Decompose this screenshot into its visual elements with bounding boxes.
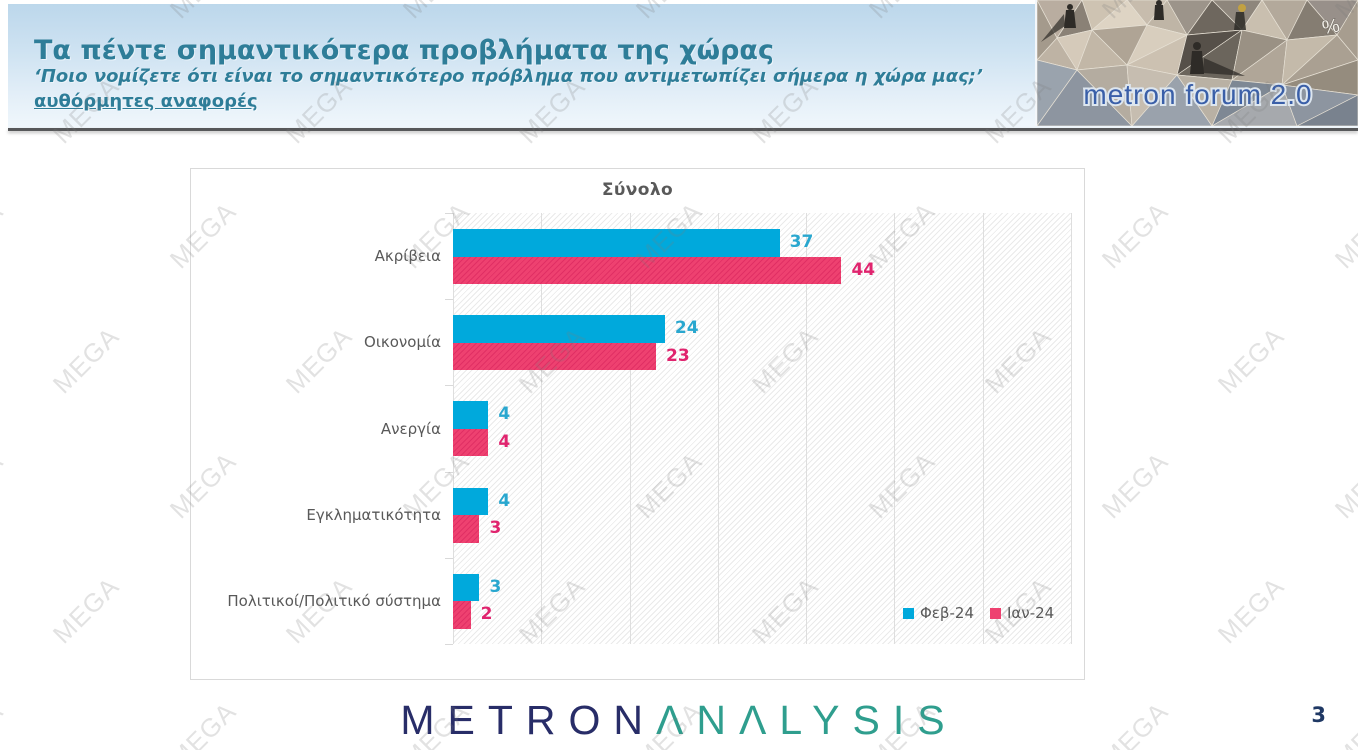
brand-analysis: ΛNΛLYSIS <box>656 697 958 743</box>
bar-Ιαν-24-Πολιτικοί/Πολιτικό σύστημα <box>453 601 471 629</box>
category-label: Ανεργία <box>380 419 441 438</box>
watermark-text: MEGA <box>46 571 126 650</box>
legend-swatch <box>903 607 914 619</box>
bar-Ιαν-24-Ακρίβεια <box>453 256 842 284</box>
watermark-text: MEGA <box>1095 446 1175 525</box>
watermark-text: MEGA <box>0 446 10 525</box>
axis-tick <box>445 557 453 559</box>
axis-tick <box>445 299 453 301</box>
watermark-text: MEGA <box>1328 446 1358 525</box>
watermark-text: MEGA <box>1211 571 1291 650</box>
bar-Φεβ-24-Πολιτικοί/Πολιτικό σύστημα <box>453 573 480 602</box>
legend-label: Φεβ-24 <box>920 604 974 622</box>
bar-Ιαν-24-Οικονομία <box>453 342 657 371</box>
gridline <box>629 213 631 644</box>
watermark-text: MEGA <box>46 321 126 400</box>
yellow-marker <box>1238 4 1246 12</box>
page-title: Τα πέντε σημαντικότερα προβλήματα της χώ… <box>34 35 774 66</box>
plot-area: 37 44 24 23 4 4 4 3 3 2 Φεβ-24 Ιαν-24 <box>445 213 1072 645</box>
gridline <box>806 213 808 644</box>
mosaic-photo: % metron forum 2.0 <box>1037 0 1358 126</box>
page-subtitle: ‘Ποιο νομίζετε ότι είναι το σημαντικότερ… <box>34 66 983 87</box>
gridline <box>717 213 719 644</box>
bar-Φεβ-24-Ακρίβεια <box>453 229 780 257</box>
bar-value-label: 3 <box>489 576 502 597</box>
bar-Φεβ-24-Οικονομία <box>453 315 665 343</box>
legend-swatch <box>990 607 1001 619</box>
axis-tick <box>445 471 453 473</box>
axis-tick <box>445 213 453 214</box>
category-label: Πολιτικοί/Πολιτικό σύστημα <box>227 591 441 610</box>
bar-value-label: 4 <box>498 431 511 452</box>
brand-metron: METRON <box>400 697 657 743</box>
header-divider <box>8 128 1358 131</box>
gridline <box>982 213 984 644</box>
metron-forum-logo: % metron forum 2.0 <box>1035 0 1358 126</box>
bar-Φεβ-24-Εγκληματικότητα <box>453 487 489 516</box>
bar-value-label: 2 <box>480 604 493 625</box>
bar-Φεβ-24-Ανεργία <box>453 401 489 429</box>
metron-analysis-logo: METRONΛNΛLYSIS <box>0 697 1358 744</box>
bar-Ιαν-24-Ανεργία <box>453 428 489 457</box>
gridline <box>541 213 543 644</box>
legend-item-Φεβ-24: Φεβ-24 <box>903 604 974 622</box>
watermark-text: MEGA <box>1328 196 1358 275</box>
category-label: Ακρίβεια <box>374 247 441 266</box>
legend-item-Ιαν-24: Ιαν-24 <box>990 604 1054 622</box>
axis-tick <box>445 385 453 387</box>
axis-tick <box>445 644 453 645</box>
bar-value-label: 24 <box>674 318 699 339</box>
bar-value-label: 4 <box>498 404 511 425</box>
category-label: Οικονομία <box>364 333 441 352</box>
watermark-text: MEGA <box>0 196 10 275</box>
page-number: 3 <box>1311 703 1326 727</box>
page-note: αυθόρμητες αναφορές <box>34 91 258 112</box>
legend: Φεβ-24 Ιαν-24 <box>903 604 1054 622</box>
bar-value-label: 44 <box>851 259 876 280</box>
percent-glyph: % <box>1320 15 1342 40</box>
bar-value-label: 23 <box>666 345 690 366</box>
watermark-text: MEGA <box>1095 196 1175 275</box>
gridline <box>894 213 896 644</box>
people-silhouettes <box>1041 0 1246 76</box>
category-label: Εγκληματικότητα <box>306 505 441 524</box>
bar-Ιαν-24-Εγκληματικότητα <box>453 515 480 543</box>
chart-container: Σύνολο 37 44 24 23 4 4 4 3 3 2 Φεβ-24 Ιαν-24 Ακρίβε… <box>190 168 1085 680</box>
legend-label: Ιαν-24 <box>1007 604 1055 622</box>
bar-value-label: 4 <box>498 490 511 511</box>
watermark-text: MEGA <box>1211 321 1291 400</box>
bar-value-label: 3 <box>489 518 502 539</box>
bar-value-label: 37 <box>789 232 814 252</box>
gridline <box>1071 213 1072 644</box>
metron-forum-wordmark: metron forum 2.0 <box>1083 79 1312 110</box>
chart-title: Σύνολο <box>601 180 674 200</box>
